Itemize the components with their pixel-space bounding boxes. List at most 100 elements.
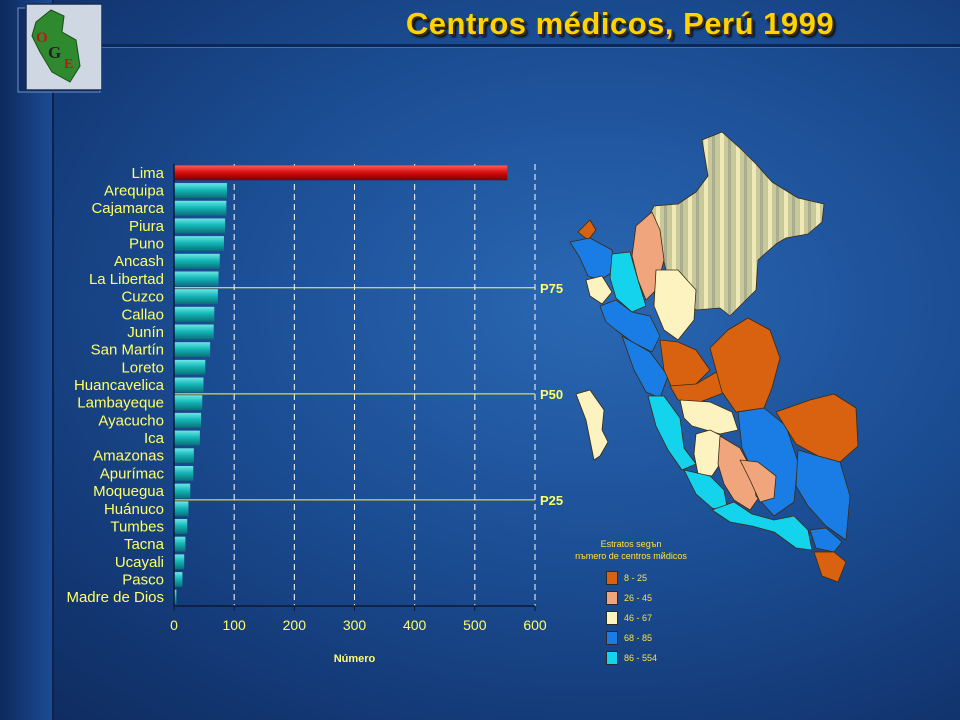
category-label: La Libertad [89,271,164,288]
x-tick-label: 100 [222,617,246,633]
bar [174,377,204,393]
map-region-apurimac [739,459,777,503]
map-legend: Estratos segъn nъmero de centros mйdicos… [556,538,706,668]
bar [174,589,177,605]
legend-label: 26 - 45 [624,593,653,603]
map-region-madre-de-dios [775,393,859,463]
legend-item: 68 - 85 [606,628,706,648]
bar [174,448,194,464]
oge-logo: O G E [17,3,102,93]
map-region-ayacucho [717,435,761,511]
bar [174,165,508,181]
map-region-callao-island [575,389,609,461]
bar [174,572,183,587]
legend-swatch [606,591,618,605]
map-region-huancavelica [693,429,723,477]
bar [174,412,202,428]
bar [174,236,224,251]
map-region-loreto [649,131,825,317]
category-label: San Martín [91,342,164,359]
bar [174,483,191,499]
category-label: Ica [144,430,165,447]
category-label: Madre de Dios [66,589,164,606]
bar [174,218,226,234]
title-rule [52,44,960,47]
x-tick-label: 500 [463,617,487,633]
map-region-cuzco [737,407,799,517]
category-label: Puno [129,236,164,253]
bar [174,253,220,269]
category-label: Tacna [124,536,165,553]
bar [174,536,186,552]
bar [174,395,203,411]
bar [174,501,189,517]
legend-item: 46 - 67 [606,608,706,628]
bar [174,465,194,481]
bar [174,342,211,358]
category-label: Apurímac [100,465,165,482]
map-region-arequipa [711,501,813,551]
category-label: Cajamarca [91,200,164,217]
logo-letter-g: G [48,43,61,62]
category-label: Pasco [122,571,164,588]
map-region-huanuco [659,339,711,389]
map-region-lambayeque [585,275,613,305]
category-label: Ancash [114,253,164,270]
legend-title-line-2: nъmero de centros mйdicos [575,551,687,561]
map-region-tumbes [577,219,597,241]
map-region-junin [679,399,739,435]
bar [174,200,227,216]
legend-label: 46 - 67 [624,613,653,623]
bar [174,324,214,340]
category-label: Cuzco [121,289,164,306]
map-region-la-libertad [599,299,661,353]
category-label: Ayacucho [98,412,164,429]
category-label: Piura [129,218,165,235]
category-label: Arequipa [104,183,165,200]
bar [174,306,215,322]
peru-map [569,131,859,583]
bar [174,289,218,305]
category-label: Loreto [121,359,164,376]
category-label: Amazonas [93,448,164,465]
x-tick-label: 600 [523,617,547,633]
bar [174,430,200,446]
reference-label: P25 [540,493,563,508]
x-tick-label: 200 [283,617,307,633]
map-region-san-martin [653,269,697,341]
legend-swatch [606,611,618,625]
category-label: Huánuco [104,501,164,518]
map-region-piura [569,237,617,281]
category-label: Tumbes [110,518,164,535]
category-label: Lima [131,165,164,182]
x-tick-label: 300 [343,617,367,633]
category-label: Lambayeque [77,395,164,412]
page-title: Centros médicos, Perú 1999 [405,6,835,41]
map-region-puno [795,449,851,541]
reference-label: P50 [540,387,563,402]
category-label: Moquegua [93,483,165,500]
x-axis-title: Número [334,653,376,665]
legend-swatch [606,571,618,585]
legend-title: Estratos segъn nъmero de centros mйdicos [556,538,706,562]
category-label: Huancavelica [74,377,165,394]
logo-letter-e: E [64,57,73,72]
reference-label: P75 [540,281,563,296]
bar [174,183,227,198]
map-region-ucayali [709,317,781,413]
bar [174,519,188,534]
legend-item: 26 - 45 [606,588,706,608]
category-label: Ucayali [115,554,164,571]
left-band [0,0,54,720]
category-label: Callao [121,306,164,323]
legend-item: 86 - 554 [606,648,706,668]
map-region-moquegua [809,527,843,553]
bar [174,271,219,287]
category-label: Junín [127,324,164,341]
logo-letter-o: O [36,30,48,46]
map-region-tacna [813,551,847,583]
legend-label: 8 - 25 [624,573,648,583]
legend-swatch [606,631,618,645]
legend-label: 68 - 85 [624,633,653,643]
